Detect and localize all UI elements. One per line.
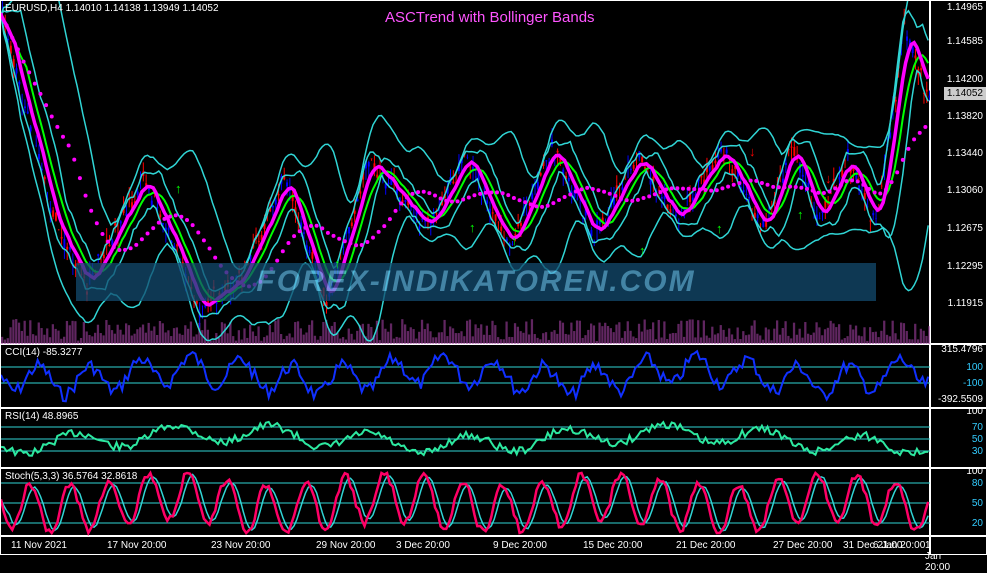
time-tick-label: 17 Nov 20:00 bbox=[107, 540, 167, 551]
time-tick-label: 21 Dec 20:00 bbox=[676, 540, 736, 551]
stoch-svg bbox=[1, 469, 931, 537]
up-arrow-icon: ↑ bbox=[334, 256, 341, 271]
time-tick-label: 9 Dec 20:00 bbox=[493, 540, 547, 551]
y-tick-label: 1.14200 bbox=[947, 74, 983, 85]
cci-label: CCI(14) -85.3277 bbox=[5, 347, 82, 358]
y-tick-label: 30 bbox=[972, 446, 983, 457]
down-arrow-icon: ↓ bbox=[749, 144, 756, 159]
up-arrow-icon: ↑ bbox=[511, 233, 518, 248]
stoch-panel[interactable]: Stoch(5,3,3) 36.5764 32.8618 bbox=[0, 468, 930, 536]
y-tick-label: -392.5509 bbox=[938, 394, 983, 405]
up-arrow-icon: ↑ bbox=[639, 243, 646, 258]
y-tick-label: 1.14965 bbox=[947, 2, 983, 13]
y-tick-label: 1.12675 bbox=[947, 223, 983, 234]
y-tick-label: 315.4796 bbox=[941, 344, 983, 355]
y-tick-label: 50 bbox=[972, 434, 983, 445]
y-tick-label: 1.13820 bbox=[947, 111, 983, 122]
y-axis-cci: 315.4796 100 -100 -392.5509 bbox=[930, 344, 987, 408]
rsi-svg bbox=[1, 409, 931, 469]
y-axis-stoch: 10080 50 20 bbox=[930, 468, 987, 536]
y-axis-rsi: 100 705030 bbox=[930, 408, 987, 468]
current-price-box: 1.14052 bbox=[944, 87, 986, 100]
y-tick-label: 50 bbox=[972, 498, 983, 509]
down-arrow-icon: ↓ bbox=[855, 168, 862, 183]
y-tick-label: 80 bbox=[972, 478, 983, 489]
cci-panel[interactable]: CCI(14) -85.3277 bbox=[0, 344, 930, 408]
y-tick-label: 1.11915 bbox=[948, 298, 983, 309]
y-tick-label: 1.13060 bbox=[947, 185, 983, 196]
y-tick-label: 70 bbox=[972, 422, 983, 433]
y-tick-label: 1.14585 bbox=[947, 36, 983, 47]
time-axis: 11 Nov 2021 17 Nov 20:00 23 Nov 20:00 29 No… bbox=[0, 536, 930, 555]
y-axis-spacer bbox=[930, 536, 987, 555]
y-tick-label: 1.13440 bbox=[947, 148, 983, 159]
symbol-label: EURUSD,H4 1.14010 1.14138 1.13949 1.1405… bbox=[5, 3, 219, 14]
y-tick-label: -100 bbox=[963, 378, 983, 389]
down-arrow-icon: ↓ bbox=[825, 171, 832, 186]
main-price-panel[interactable]: EURUSD,H4 1.14010 1.14138 1.13949 1.1405… bbox=[0, 0, 930, 344]
chart-container: EURUSD,H4 1.14010 1.14138 1.13949 1.1405… bbox=[0, 0, 987, 555]
y-tick-label: 100 bbox=[966, 362, 983, 373]
time-tick-label: 15 Dec 20:00 bbox=[583, 540, 643, 551]
stoch-label: Stoch(5,3,3) 36.5764 32.8618 bbox=[5, 471, 137, 482]
watermark: FOREX-INDIKATOREN.COM bbox=[76, 263, 876, 301]
rsi-label: RSI(14) 48.8965 bbox=[5, 411, 78, 422]
up-arrow-icon: ↑ bbox=[175, 181, 182, 196]
chart-title: ASCTrend with Bollinger Bands bbox=[385, 9, 595, 26]
time-tick-label: 6 Jan 20:00 bbox=[873, 540, 925, 551]
y-axis-main: 1.14052 1.14965 1.14585 1.14200 1.13820 1.13… bbox=[930, 0, 987, 344]
up-arrow-icon: ↑ bbox=[716, 221, 723, 236]
y-tick-label: 100 bbox=[966, 466, 983, 477]
time-tick-label: 11 Nov 2021 bbox=[11, 540, 67, 551]
cci-svg bbox=[1, 345, 931, 409]
time-tick-label: 29 Nov 20:00 bbox=[316, 540, 376, 551]
up-arrow-icon: ↑ bbox=[797, 207, 804, 222]
y-tick-label: 1.12295 bbox=[947, 261, 983, 272]
time-tick-label: 3 Dec 20:00 bbox=[396, 540, 450, 551]
time-tick-label: 27 Dec 20:00 bbox=[773, 540, 833, 551]
rsi-panel[interactable]: RSI(14) 48.8965 bbox=[0, 408, 930, 468]
time-tick-label: 23 Nov 20:00 bbox=[211, 540, 271, 551]
up-arrow-icon: ↑ bbox=[469, 220, 476, 235]
y-tick-label: 20 bbox=[972, 518, 983, 529]
y-tick-label: 100 bbox=[966, 406, 983, 417]
